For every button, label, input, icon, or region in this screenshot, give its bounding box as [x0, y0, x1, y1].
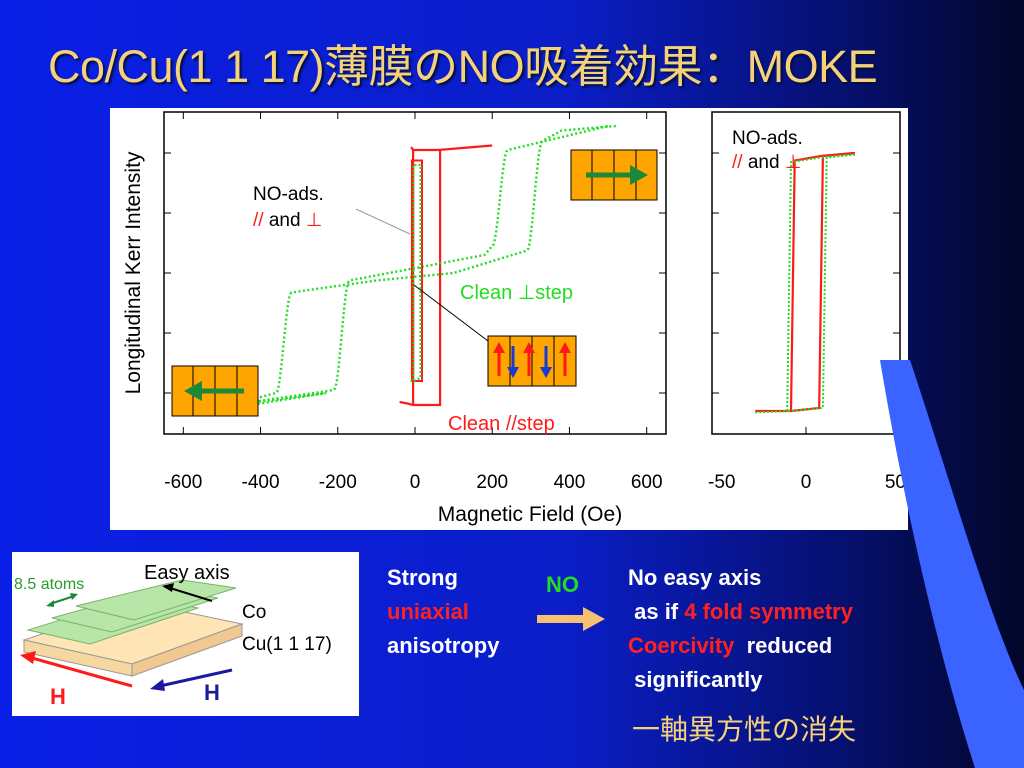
label-noads: NO-ads. [253, 184, 324, 205]
text-coercivity-line: Coercivity reduced [628, 633, 832, 659]
zoom-x-tick-label: 0 [801, 472, 812, 493]
noads-perp-loop [410, 164, 422, 382]
clean-perp-lower-branch [221, 124, 616, 408]
text-no-easy-axis: No easy axis [628, 565, 762, 590]
text-fourfold: 4 fold symmetry [684, 599, 853, 624]
zoom-label-par: // [732, 152, 743, 173]
label-perp: ⊥ [306, 210, 323, 231]
zoom-label-noads: NO-ads. [732, 128, 803, 149]
clean-par-lower [413, 150, 442, 407]
kerr-charts-svg: -600 -400 -200 0 200 400 600 -50 0 50 Longitudin… [122, 111, 906, 526]
zoom-x-tick-label: 50 [885, 472, 906, 493]
x-tick-label: 200 [476, 472, 508, 493]
slide-title: Co/Cu(1 1 17)薄膜のNO吸着効果：MOKE [48, 41, 878, 92]
h-arrow-perpendicular [159, 668, 233, 688]
no-label: NO [546, 572, 579, 597]
label-and: and [264, 210, 306, 231]
zoom-label-par-perp: // and ⊥ [732, 152, 801, 173]
x-tick-label: -600 [164, 472, 202, 493]
x-tick-label: 0 [410, 472, 421, 493]
domain-box-left [171, 365, 259, 417]
clean-par-upper-left [410, 146, 415, 151]
noads-par-loop [410, 159, 423, 382]
clean-perp-upper-branch [221, 124, 609, 408]
noads-pointer [355, 208, 411, 235]
text-reduced: reduced [734, 633, 833, 658]
label-noads-par-perp: // and ⊥ [253, 210, 322, 231]
text-anisotropy: anisotropy [387, 633, 500, 658]
text-uniaxial: uniaxial [387, 599, 469, 624]
text-as-if-line: as if 4 fold symmetry [628, 599, 853, 625]
cu-label: Cu(1 1 17) [242, 634, 332, 655]
kerr-charts: -600 -400 -200 0 200 400 600 -50 0 50 Longitudin… [110, 108, 908, 530]
step-terraces [22, 579, 244, 677]
domain-box-alternating [487, 335, 577, 387]
x-tick-label: 600 [631, 472, 663, 493]
zoom-x-tick-label: -50 [708, 472, 735, 493]
decorative-swoosh [880, 360, 1024, 768]
x-tick-label: 400 [554, 472, 586, 493]
domain-box-right [570, 149, 658, 201]
text-significantly: significantly [628, 667, 763, 692]
step-schematic: 8.5 atoms Easy axis Co Cu(1 1 17) H H [12, 552, 359, 716]
text-as-if: as if [628, 599, 685, 624]
zoom-label-and: and [743, 152, 785, 173]
x-tick-label: -200 [319, 472, 357, 493]
h-label-red: H [50, 684, 66, 709]
zoom-curves [755, 151, 856, 414]
easy-axis-arrow [169, 587, 213, 602]
text-strong: Strong [387, 565, 458, 590]
label-par: // [253, 210, 264, 231]
y-axis-label: Longitudinal Kerr Intensity [122, 151, 145, 394]
step-schematic-svg: 8.5 atoms Easy axis Co Cu(1 1 17) H H [14, 562, 332, 709]
zoom-ticks: -50 0 50 [708, 152, 906, 493]
zoom-noads-par-down [790, 151, 856, 413]
co-label: Co [242, 602, 266, 623]
x-axis-label: Magnetic Field (Oe) [438, 503, 622, 526]
h-label-blue: H [204, 680, 220, 705]
transition-arrow [537, 607, 605, 631]
main-curves [221, 124, 616, 408]
jp-conclusion: 一軸異方性の消失 [632, 714, 857, 745]
zoom-noads-par-up [755, 151, 855, 413]
text-coercivity: Coercivity [628, 633, 735, 658]
domain-pointer [413, 284, 489, 342]
atoms-label: 8.5 atoms [14, 576, 84, 593]
zoom-noads-perp-up [755, 153, 855, 414]
clean-par-tail-left [399, 400, 414, 407]
clean-par-upper [412, 144, 493, 405]
label-clean-par: Clean //step [448, 413, 555, 435]
label-clean-perp: Clean ⊥step [460, 282, 573, 304]
easy-axis-label: Easy axis [144, 562, 230, 584]
main-ticks: -600 -400 -200 0 200 400 600 [164, 112, 666, 493]
zoom-label-perp: ⊥ [785, 152, 802, 173]
zoom-noads-perp-down [787, 153, 856, 412]
x-tick-label: -400 [242, 472, 280, 493]
h-arrow-parallel [31, 656, 133, 688]
